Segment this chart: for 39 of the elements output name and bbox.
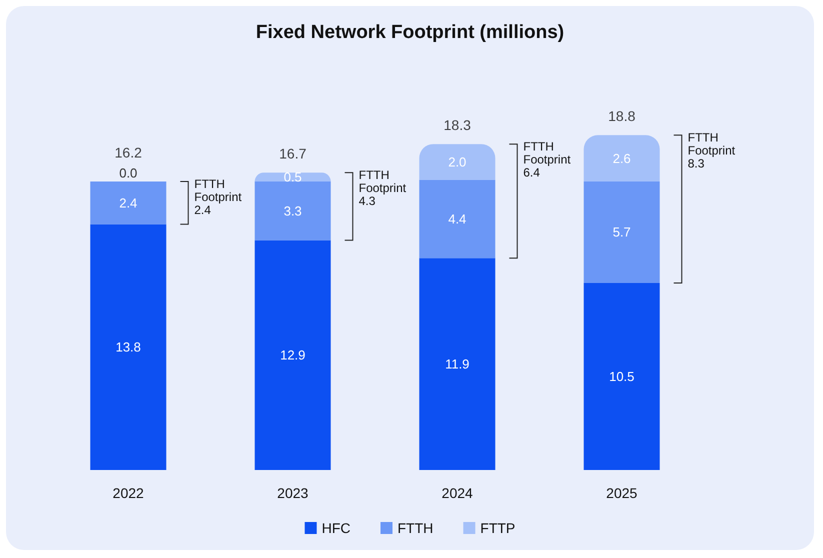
data-label: 12.9 <box>280 348 306 363</box>
annotation: FTTH Footprint 4.3 <box>358 168 407 208</box>
annotation: FTTH Footprint 6.4 <box>523 140 572 180</box>
data-label: 10.5 <box>609 369 634 384</box>
bar <box>419 258 496 470</box>
bar <box>254 172 331 182</box>
x-tick-label: 2023 <box>277 485 309 501</box>
bar <box>419 144 496 180</box>
data-label: 13.8 <box>116 340 141 355</box>
data-label: 2.6 <box>612 150 631 166</box>
total-label: 18.3 <box>444 117 472 134</box>
data-label: 0.0 <box>119 165 138 180</box>
data-label: 0.5 <box>284 170 302 185</box>
bar <box>584 283 660 470</box>
bar <box>90 224 166 470</box>
data-label: 2.4 <box>119 195 138 210</box>
annotation: FTTH Footprint 2.4 <box>194 176 242 217</box>
data-label: 3.3 <box>284 203 302 218</box>
total-label: 16.7 <box>279 146 307 162</box>
total-label: 16.2 <box>114 144 142 160</box>
bar <box>90 181 166 224</box>
data-label: 11.9 <box>445 356 470 372</box>
data-label: 4.4 <box>448 211 466 226</box>
bar <box>254 240 331 470</box>
data-label: 2.0 <box>448 154 466 170</box>
bar <box>584 181 660 283</box>
legend-label: FTTH <box>398 520 434 536</box>
bar <box>419 180 496 258</box>
legend-label: FTTP <box>480 520 516 536</box>
bar <box>584 135 660 182</box>
chart-title: Fixed Network Footprint (millions) <box>256 22 564 43</box>
x-tick-label: 2024 <box>442 485 474 501</box>
bar <box>254 181 331 240</box>
x-tick-label: 2025 <box>606 485 638 501</box>
total-label: 18.8 <box>608 108 636 124</box>
data-label: 5.7 <box>612 224 631 240</box>
annotation: FTTH Footprint 8.3 <box>688 130 736 171</box>
x-tick-label: 2022 <box>112 485 144 501</box>
legend-label: HFC <box>322 520 351 536</box>
